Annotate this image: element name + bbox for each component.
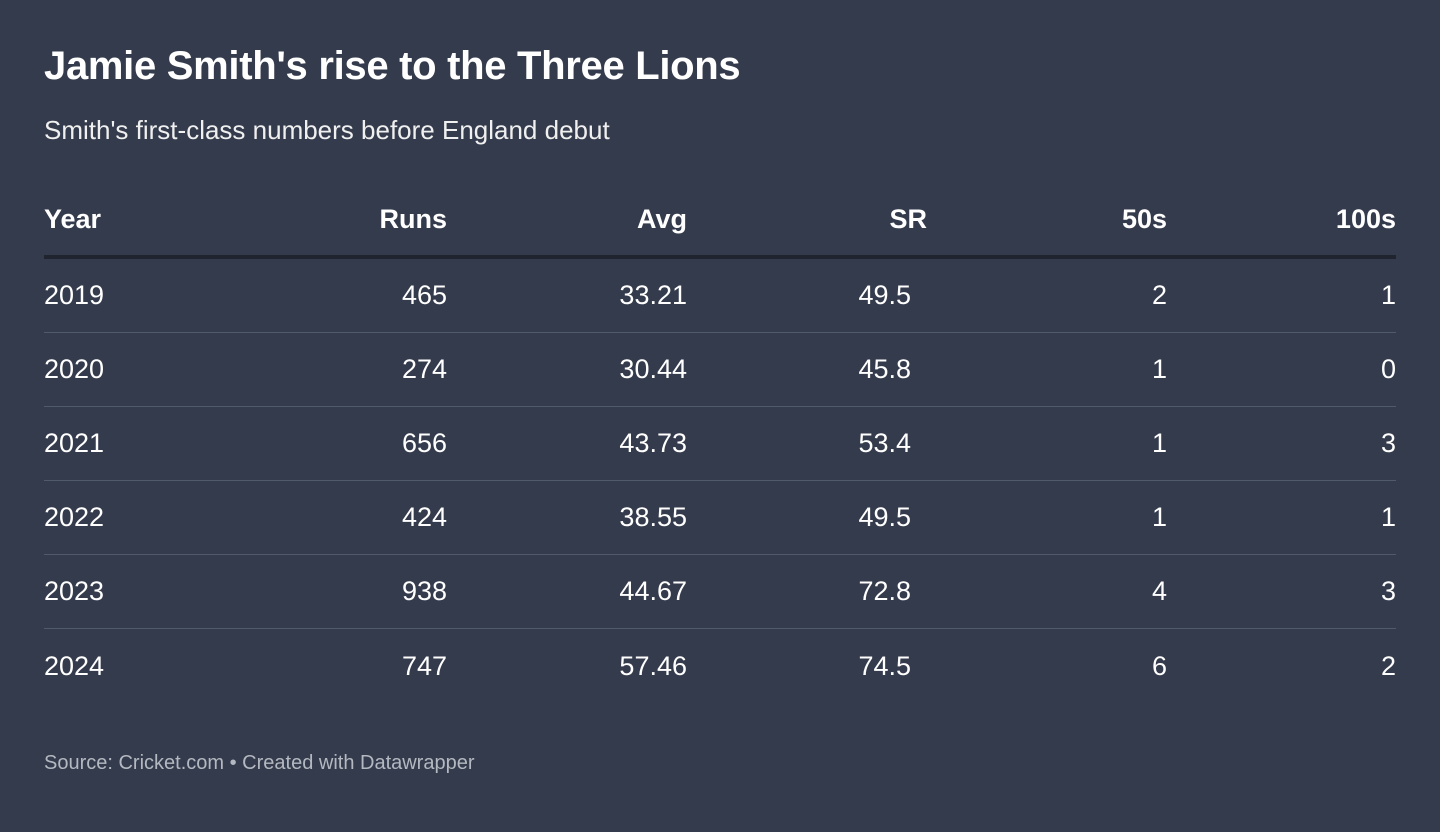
table-cell: 0 [1380,354,1396,384]
table-cell: 2021 [44,428,105,458]
column-header: Year [44,204,102,234]
footer: Source: Cricket.com • Created with Dataw… [44,752,475,774]
table-cell: 424 [401,502,447,532]
table-cell: 938 [401,576,447,606]
table-cell: 74.5 [858,650,911,681]
table-cell: 3 [1380,428,1396,458]
table-cell: 2 [1151,280,1167,310]
table-cell: 2023 [44,576,105,606]
table-cell: 2022 [44,502,105,532]
table-cell: 3 [1380,576,1396,606]
table-cell: 49.5 [858,502,911,532]
table-cell: 1 [1380,502,1396,532]
table-cell: 53.4 [858,428,911,458]
table-cell: 1 [1380,280,1396,310]
table-cell: 72.8 [858,576,911,606]
table-cell: 2020 [44,354,105,384]
table-cell: 1 [1151,502,1167,532]
table-cell: 57.46 [619,650,687,681]
header-row: Year Runs Avg SR 50s 100s [44,196,1396,259]
table-cell: 44.67 [619,576,687,606]
table-row: 2021 656 43.73 53.4 1 3 [44,407,1396,481]
table-cell: 1 [1151,354,1167,384]
table-row: 2024 747 57.46 74.5 6 2 [44,629,1396,703]
table-cell: 6 [1151,650,1167,681]
table-cell: 274 [401,354,447,384]
title: Jamie Smith's rise to the Three Lions [44,44,741,88]
table-cell: 656 [401,428,447,458]
table-row: 2023 938 44.67 72.8 4 3 [44,555,1396,629]
column-header: SR [889,204,927,234]
table-cell: 43.73 [619,428,687,458]
table-cell: 2024 [44,650,105,681]
table-cell: 38.55 [619,502,687,532]
table-cell: 1 [1151,428,1167,458]
table-cell: 45.8 [858,354,911,384]
table-cell: 4 [1151,576,1167,606]
table-row: 2020 274 30.44 45.8 1 0 [44,333,1396,407]
table-cell: 2019 [44,280,105,310]
subtitle: Smith's first-class numbers before Engla… [44,115,610,145]
table-cell: 2 [1380,650,1396,681]
table-cell: 30.44 [619,354,687,384]
table: Year Runs Avg SR 50s 100s 2019 465 33.21 49.5 2 1 20… [44,196,1396,703]
table-row: 2022 424 38.55 49.5 1 1 [44,481,1396,555]
table-cell: 33.21 [619,280,687,310]
column-header: Runs [379,204,448,234]
table-cell: 747 [401,650,447,681]
table-cell: 465 [401,280,447,310]
column-header: Avg [636,204,687,234]
table-cell: 49.5 [858,280,911,310]
column-header: 50s [1121,204,1167,234]
table-row: 2019 465 33.21 49.5 2 1 [44,259,1396,333]
column-header: 100s [1335,204,1396,234]
